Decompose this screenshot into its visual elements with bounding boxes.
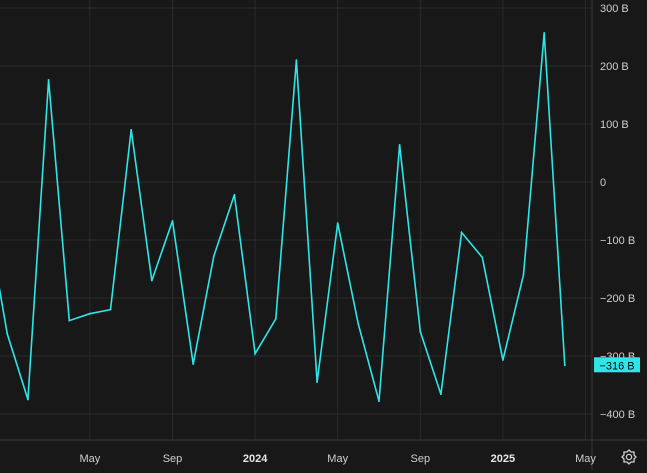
x-tick-label: May bbox=[575, 453, 596, 465]
data-point bbox=[274, 317, 277, 320]
data-point bbox=[460, 231, 463, 234]
settings-button[interactable] bbox=[618, 446, 640, 468]
data-point bbox=[419, 330, 422, 333]
data-point bbox=[357, 323, 360, 325]
data-point bbox=[109, 308, 112, 311]
x-tick-label: May bbox=[327, 453, 348, 465]
data-point bbox=[254, 352, 256, 355]
data-point bbox=[192, 363, 195, 366]
data-point bbox=[130, 128, 133, 131]
y-tick-label: −200 B bbox=[600, 293, 635, 305]
data-point bbox=[233, 193, 236, 196]
y-tick-label: −400 B bbox=[600, 409, 635, 421]
data-point bbox=[6, 333, 9, 335]
data-point bbox=[89, 312, 91, 315]
data-point bbox=[336, 222, 339, 225]
y-tick-label: 0 bbox=[600, 177, 606, 189]
gear-icon bbox=[621, 449, 637, 465]
y-tick-label: 300 B bbox=[600, 3, 629, 15]
data-point bbox=[47, 79, 50, 81]
data-point bbox=[316, 381, 318, 383]
data-point bbox=[502, 359, 504, 361]
data-point bbox=[378, 400, 380, 403]
series-line bbox=[0, 32, 566, 402]
series-group bbox=[0, 32, 566, 403]
data-point bbox=[398, 143, 401, 146]
data-point bbox=[440, 393, 442, 396]
x-tick-label: 2025 bbox=[491, 453, 515, 465]
x-tick-label: Sep bbox=[411, 453, 431, 465]
data-point bbox=[481, 256, 484, 259]
last-value-badge-bg bbox=[594, 357, 640, 373]
y-tick-label: 100 B bbox=[600, 119, 629, 131]
y-tick-label: −100 B bbox=[600, 235, 635, 247]
data-point bbox=[150, 279, 153, 282]
data-point bbox=[295, 59, 298, 62]
data-point bbox=[543, 32, 546, 34]
data-point bbox=[171, 219, 174, 222]
x-tick-label: 2024 bbox=[243, 453, 268, 465]
data-point bbox=[27, 398, 29, 401]
x-tick-label: Sep bbox=[163, 453, 183, 465]
data-point bbox=[212, 255, 215, 258]
last-value-label: −316 B bbox=[599, 360, 634, 372]
y-tick-label: 200 B bbox=[600, 61, 629, 73]
data-point bbox=[563, 364, 566, 367]
x-tick-label: May bbox=[80, 453, 101, 465]
data-point bbox=[68, 319, 71, 322]
last-value-badge: −316 B bbox=[594, 357, 640, 373]
data-point bbox=[522, 273, 525, 276]
x-axis: May Sep 2024 May Sep 2025 May bbox=[80, 453, 597, 465]
